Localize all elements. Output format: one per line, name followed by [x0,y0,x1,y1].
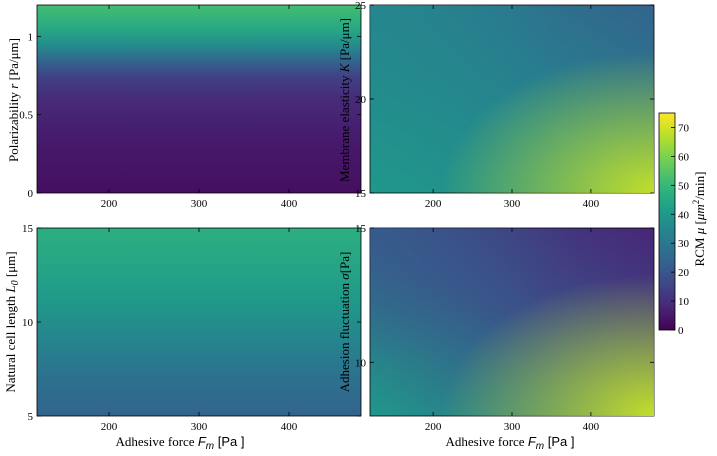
heatmap-natural-cell-length [36,227,362,417]
ylabel-natural-cell-length: Natural cell length L0 [μm] [3,251,21,392]
colorbar-tick-label: 60 [678,151,690,163]
colorbar-tick-label: 20 [678,267,690,279]
colorbar-ticks: 0 10 20 30 40 50 60 70 [671,122,690,337]
panel-natural-cell-length: 200 300 400 5 10 15 Natural cell length L0 [μ… [3,223,362,452]
y-tick-label: 5 [28,411,34,423]
x-tick-label: 400 [583,198,600,210]
panel-membrane-elasticity: 200 300 400 15 20 25 Membrane elasticity K [P… [337,0,655,210]
colorbar: 0 10 20 30 40 50 60 70 RCM μ [μm2/min] [658,112,707,337]
y-tick-label: 15 [22,223,34,235]
x-tick-label: 300 [504,421,521,433]
x-tick-label: 200 [425,421,442,433]
ticks-polarizability: 200 300 400 0 0.5 1 [19,5,361,210]
ylabel-adhesion-fluctuation: Adhesion fluctuation σ[Pa] [337,252,352,393]
colorbar-tick-label: 30 [678,238,690,250]
ticks-natural-cell-length: 200 300 400 5 10 15 [22,223,361,433]
y-tick-label: 0 [28,188,34,200]
heatmap-overlay [370,228,654,416]
ticks-adhesion-fluctuation: 200 300 400 10 15 [355,223,654,433]
colorbar-tick-label: 0 [678,325,684,337]
colorbar-tick-label: 70 [678,122,690,134]
heatmap-polarizability [36,4,362,194]
x-tick-label: 200 [101,421,118,433]
y-tick-label: 10 [22,317,34,329]
colorbar-gradient [658,112,676,331]
x-tick-label: 300 [191,421,208,433]
x-tick-label: 400 [281,421,298,433]
y-tick-label: 0.5 [19,110,33,122]
x-tick-label: 300 [191,198,208,210]
colorbar-tick-label: 50 [678,180,690,192]
x-tick-label: 300 [504,198,521,210]
y-tick-label: 10 [355,357,367,369]
y-tick-label: 20 [355,94,367,106]
ylabel-polarizability: Polarizability r [Pa/μm] [6,38,21,162]
y-tick-label: 1 [28,31,34,43]
y-tick-label: 15 [355,223,367,235]
panel-adhesion-fluctuation: 200 300 400 10 15 Adhesion fluctuation σ[Pa]… [337,223,655,452]
y-tick-label: 25 [355,0,367,12]
panel-polarizability: 200 300 400 0 0.5 1 Polarizability r [Pa/μm] [6,4,362,210]
x-tick-label: 200 [101,198,118,210]
colorbar-label: RCM μ [μm2/min] [691,172,707,267]
xlabel-adhesive-force-right: Adhesive force Fm [Pa ] [446,434,575,452]
heatmap-overlay [370,5,654,193]
x-tick-label: 200 [425,198,442,210]
colorbar-tick-label: 10 [678,296,690,308]
x-tick-label: 400 [281,198,298,210]
y-tick-label: 15 [355,188,367,200]
colorbar-tick-label: 40 [678,209,690,221]
x-tick-label: 400 [583,421,600,433]
ticks-membrane-elasticity: 200 300 400 15 20 25 [355,0,654,210]
xlabel-adhesive-force-left: Adhesive force Fm [Pa ] [116,434,245,452]
ylabel-membrane-elasticity: Membrane elasticity K [Pa/μm] [337,18,352,182]
